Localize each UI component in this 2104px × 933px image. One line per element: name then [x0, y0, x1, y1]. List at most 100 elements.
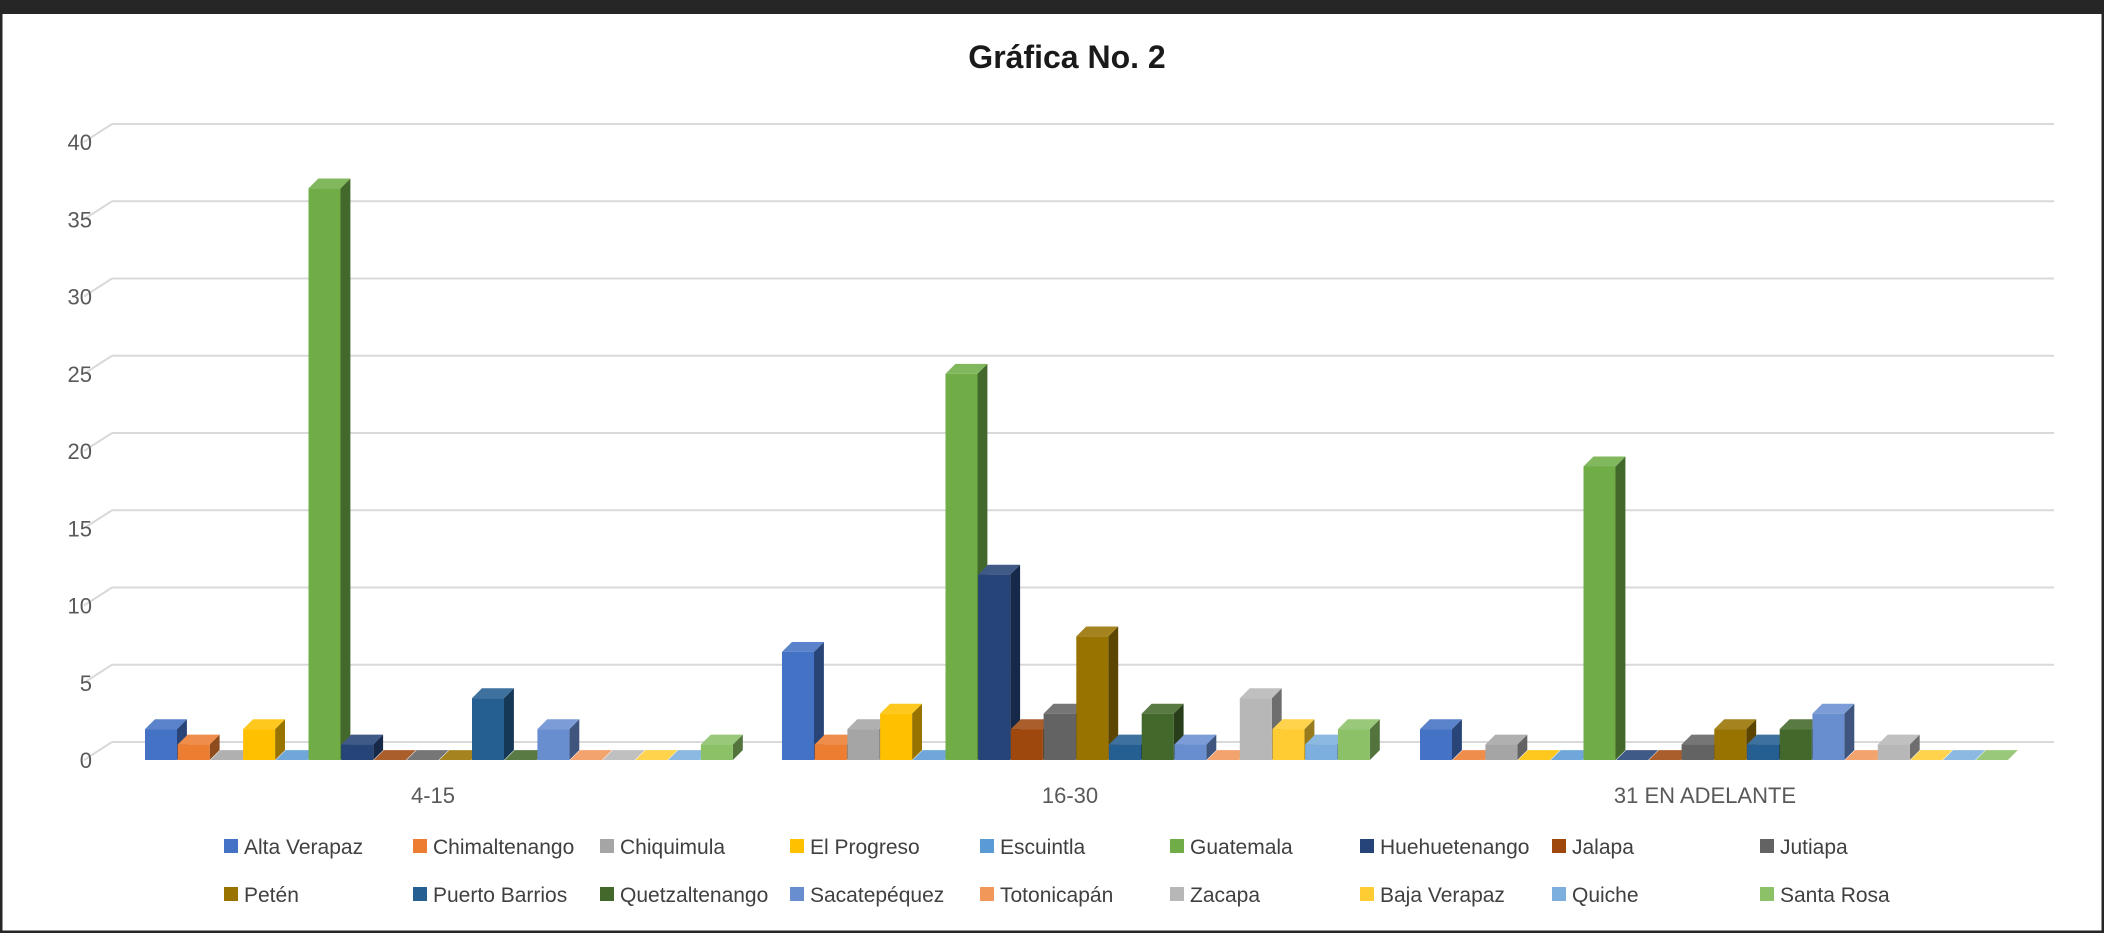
bar-front — [1109, 744, 1141, 760]
bar — [1207, 750, 1249, 760]
legend-swatch — [1360, 887, 1374, 901]
bar-front — [1272, 729, 1305, 760]
bar-front — [1779, 729, 1812, 760]
bar-top — [814, 734, 857, 745]
y-tick-label: 20 — [68, 439, 92, 464]
bar-side — [340, 178, 351, 760]
bar — [406, 750, 449, 760]
bar-top — [1943, 750, 1986, 760]
bar — [1616, 750, 1659, 760]
legend: Alta Verapaz Chimaltenango Chiquimula El Pr… — [224, 836, 1890, 907]
bar-top — [1910, 750, 1953, 760]
bar-top — [912, 750, 955, 760]
bar — [439, 750, 482, 760]
gridline-depth — [83, 509, 113, 530]
bar-front — [1043, 713, 1076, 760]
bar-front — [308, 188, 341, 761]
legend-swatch — [600, 887, 614, 901]
bar-top — [1747, 734, 1789, 745]
bar-side — [1517, 734, 1528, 760]
legend-label: Totonicapán — [1000, 884, 1113, 907]
y-tick-label: 5 — [80, 671, 92, 696]
legend-item: Baja Verapaz — [1360, 884, 1505, 907]
bar — [504, 750, 547, 760]
bar-front — [537, 729, 570, 760]
y-tick-label: 0 — [80, 748, 92, 773]
legend-label: Huehuetenango — [1380, 836, 1529, 859]
bar-top — [1337, 719, 1380, 730]
bar — [1975, 750, 2018, 760]
y-tick-label: 25 — [68, 362, 92, 387]
top-edge-bar — [0, 0, 2104, 14]
bar-front — [978, 574, 1011, 760]
gridline-depth — [83, 663, 113, 684]
bar-top — [1583, 456, 1626, 467]
bar-side — [814, 641, 824, 760]
bar-top — [537, 719, 580, 730]
bar-top — [1109, 734, 1151, 745]
bar — [472, 688, 514, 760]
bar-front — [1877, 744, 1910, 760]
bar — [1452, 750, 1495, 760]
bar — [570, 750, 612, 760]
legend-swatch — [224, 887, 238, 901]
bar — [1648, 750, 1691, 760]
legend-item: Petén — [224, 884, 299, 907]
legend-swatch — [1552, 887, 1566, 901]
bar-top — [1550, 750, 1593, 760]
legend-label: Guatemala — [1190, 836, 1293, 859]
y-tick-label: 30 — [68, 285, 92, 310]
legend-item: Quiche — [1552, 884, 1639, 907]
legend-item: Chiquimula — [600, 836, 725, 859]
bar-front — [243, 729, 276, 760]
legend-item: Jutiapa — [1760, 836, 1848, 859]
bar-front — [782, 651, 814, 760]
legend-swatch — [413, 887, 427, 901]
bar — [668, 750, 711, 760]
bar-front — [177, 744, 210, 760]
bar-side — [209, 734, 220, 760]
bar-top — [1010, 719, 1053, 730]
bars — [145, 178, 2018, 761]
bar-top — [439, 750, 482, 760]
bar-top — [1714, 719, 1757, 730]
bar-front — [1812, 713, 1845, 760]
gridline-depth — [83, 123, 113, 143]
bar-front — [145, 729, 177, 760]
bar-top — [275, 750, 318, 760]
bar-front — [1076, 636, 1109, 760]
bar-top — [570, 750, 612, 760]
bar-top — [145, 719, 187, 730]
legend-swatch — [224, 839, 238, 853]
legend-swatch — [980, 839, 994, 853]
bar-front — [472, 698, 504, 760]
bar-top — [1616, 750, 1659, 760]
bar — [1583, 456, 1626, 760]
legend-label: Chimaltenango — [433, 836, 574, 859]
bar-front — [700, 744, 733, 760]
bar-side — [569, 719, 580, 760]
bar — [602, 750, 645, 760]
bar-top — [668, 750, 711, 760]
legend-item: Escuintla — [980, 836, 1086, 859]
legend-swatch — [790, 887, 804, 901]
legend-item: Totonicapán — [980, 884, 1113, 907]
legend-item: Jalapa — [1552, 836, 1634, 859]
bar-top — [472, 688, 514, 699]
y-axis-ticks: 0 5 10 15 20 25 30 35 40 — [68, 130, 92, 773]
bar — [1305, 734, 1348, 760]
bar-top — [1648, 750, 1691, 760]
bar-side — [912, 703, 922, 760]
bar — [1550, 750, 1593, 760]
legend-swatch — [1170, 839, 1184, 853]
bar — [1420, 719, 1462, 760]
legend-item: Huehuetenango — [1360, 836, 1529, 859]
legend-label: Jutiapa — [1780, 836, 1848, 859]
bar-top — [880, 703, 922, 714]
bar-top — [782, 641, 824, 652]
legend-label: Sacatepéquez — [810, 884, 944, 907]
legend-swatch — [1760, 839, 1774, 853]
bar — [210, 750, 253, 760]
legend-label: Quiche — [1572, 884, 1639, 907]
